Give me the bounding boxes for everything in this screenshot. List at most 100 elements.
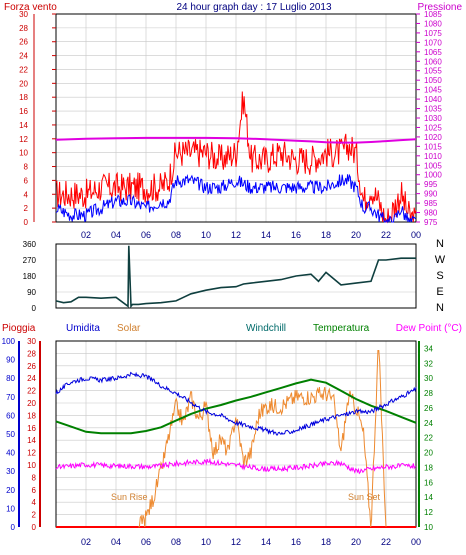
temperature-tick-label: 28 <box>424 389 433 398</box>
rain-tick-label: 10 <box>27 461 36 470</box>
rain-tick-label: 30 <box>27 337 36 346</box>
y-tick-label: 0 <box>32 304 37 313</box>
y-tick-label: 360 <box>23 240 37 249</box>
temperature-tick-label: 22 <box>424 434 433 443</box>
y2-tick-label: 980 <box>424 209 438 218</box>
temperature-tick-label: 24 <box>424 419 433 428</box>
humidity-tick-label: 50 <box>6 430 15 439</box>
y-tick-label: 4 <box>24 190 29 199</box>
y2-tick-label: 1030 <box>424 114 442 123</box>
y2-tick-label: 985 <box>424 199 438 208</box>
dewpoint-line <box>55 457 417 475</box>
y2-tick-label: 1015 <box>424 142 442 151</box>
wind-direction-line <box>55 245 416 309</box>
humidity-tick-label: 80 <box>6 374 15 383</box>
y2-tick-label: 1010 <box>424 152 442 161</box>
pressure-label: Pressione <box>418 2 463 13</box>
rain-tick-label: 20 <box>27 399 36 408</box>
temperature-tick-label: 26 <box>424 404 433 413</box>
wind-speed-label: Forza vento <box>4 2 57 13</box>
humidity-tick-label: 70 <box>6 393 15 402</box>
y-tick-label: 2 <box>24 204 29 213</box>
x-tick-label: 06 <box>141 230 151 240</box>
y-tick-label: 26 <box>19 38 28 47</box>
x-tick-label: 02 <box>81 537 91 547</box>
y2-tick-label: 1075 <box>424 29 442 38</box>
x-tick-label: 04 <box>111 537 121 547</box>
y2-tick-label: 1040 <box>424 95 442 104</box>
x-tick-label: 10 <box>201 230 211 240</box>
y2-tick-label: 995 <box>424 180 438 189</box>
y2-tick-label: 1055 <box>424 67 442 76</box>
rain-tick-label: 6 <box>32 486 37 495</box>
rain-label: Pioggia <box>2 323 36 334</box>
x-tick-label: 14 <box>261 537 271 547</box>
humidity-tick-label: 10 <box>6 504 15 513</box>
humidity-label: Umidita <box>66 323 100 334</box>
y2-tick-label: 975 <box>424 218 438 227</box>
temperature-tick-label: 20 <box>424 449 433 458</box>
y-tick-label: 8 <box>24 163 29 172</box>
y-tick-label: 16 <box>19 107 28 116</box>
x-tick-label: 10 <box>201 537 211 547</box>
humidity-tick-label: 60 <box>6 411 15 420</box>
y-tick-label: 270 <box>23 256 37 265</box>
rain-tick-label: 14 <box>27 436 36 445</box>
x-tick-label: 16 <box>291 537 301 547</box>
chart-title: 24 hour graph day : 17 Luglio 2013 <box>176 2 332 13</box>
compass-label: E <box>436 286 443 298</box>
y2-tick-label: 1000 <box>424 171 442 180</box>
dewpoint-label: Dew Point (°C) <box>396 323 462 334</box>
y2-tick-label: 990 <box>424 190 438 199</box>
x-tick-label: 00 <box>411 230 421 240</box>
y-tick-label: 22 <box>19 65 28 74</box>
humidity-tick-label: 90 <box>6 356 15 365</box>
x-tick-label: 18 <box>321 230 331 240</box>
solar-label: Solar <box>117 323 141 334</box>
y-tick-label: 20 <box>19 79 28 88</box>
y-tick-label: 0 <box>24 218 29 227</box>
y-tick-label: 24 <box>19 52 28 61</box>
x-tick-label: 08 <box>171 537 181 547</box>
x-tick-label: 16 <box>291 230 301 240</box>
y-tick-label: 28 <box>19 24 28 33</box>
humidity-tick-label: 40 <box>6 449 15 458</box>
y2-tick-label: 1080 <box>424 19 442 28</box>
rain-tick-label: 0 <box>32 523 37 532</box>
y-tick-label: 12 <box>19 135 28 144</box>
y-tick-label: 6 <box>24 176 29 185</box>
rain-tick-label: 24 <box>27 374 36 383</box>
x-tick-label: 20 <box>351 537 361 547</box>
humidity-tick-label: 20 <box>6 486 15 495</box>
compass-label: N <box>436 302 444 314</box>
y2-tick-label: 1060 <box>424 57 442 66</box>
y2-tick-label: 1025 <box>424 123 442 132</box>
wind-gust-line <box>55 91 417 223</box>
x-tick-label: 06 <box>141 537 151 547</box>
rain-tick-label: 28 <box>27 349 36 358</box>
x-tick-label: 02 <box>81 230 91 240</box>
temperature-tick-label: 32 <box>424 359 433 368</box>
y-tick-label: 90 <box>27 288 36 297</box>
plot-frame <box>55 243 417 309</box>
rain-tick-label: 8 <box>32 473 37 482</box>
y2-tick-label: 1045 <box>424 86 442 95</box>
rain-tick-label: 16 <box>27 424 36 433</box>
wind-pressure-panel: 0246810121416182022242628309759809859909… <box>19 10 442 240</box>
y2-tick-label: 1050 <box>424 76 442 85</box>
humidity-line <box>55 371 417 436</box>
rain-tick-label: 12 <box>27 449 36 458</box>
solar-line <box>138 350 387 528</box>
x-tick-label: 20 <box>351 230 361 240</box>
temperature-tick-label: 18 <box>424 463 433 472</box>
y-tick-label: 180 <box>23 272 37 281</box>
x-tick-label: 14 <box>261 230 271 240</box>
y2-tick-label: 1065 <box>424 48 442 57</box>
temperature-tick-label: 10 <box>424 523 433 532</box>
rain-tick-label: 22 <box>27 387 36 396</box>
y-tick-label: 18 <box>19 93 28 102</box>
temperature-tick-label: 14 <box>424 493 433 502</box>
x-tick-label: 12 <box>231 230 241 240</box>
